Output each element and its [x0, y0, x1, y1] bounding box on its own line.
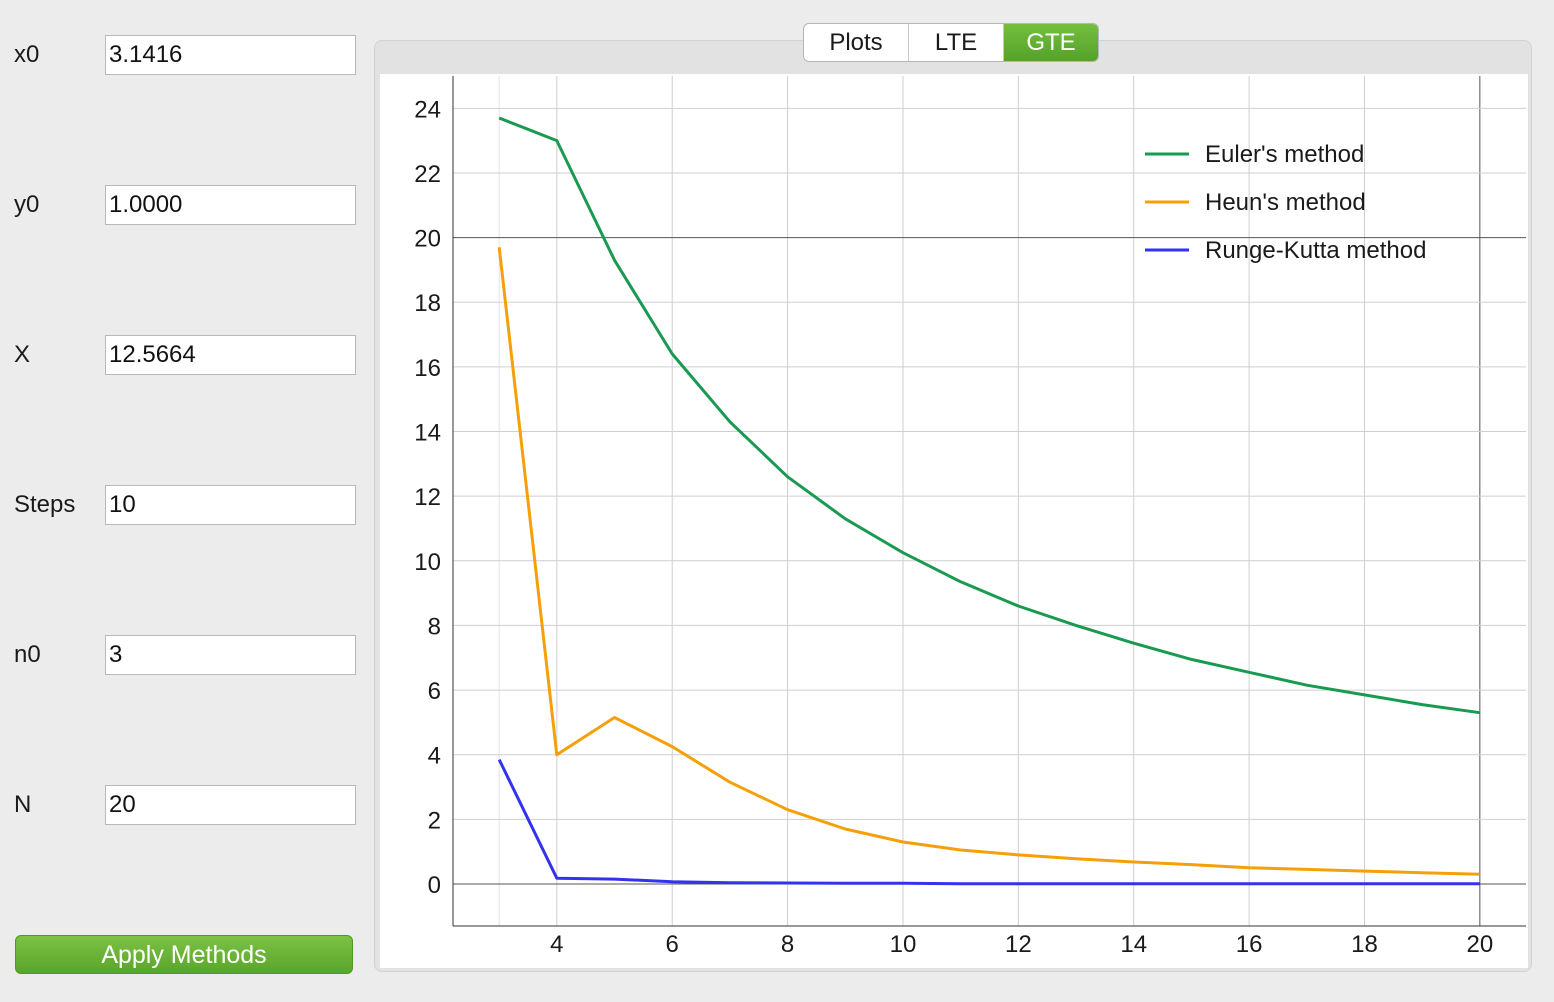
x0-label: x0: [14, 41, 40, 68]
y0-field[interactable]: [105, 185, 356, 225]
chart-area: 4 6 8 10 12 14 16 18 20 0 2 4 6 8 10 12 14 16 18 20 22 24 Eule…: [380, 74, 1528, 968]
legend-label: Runge-Kutta method: [1205, 237, 1426, 264]
y-tick-label: 22: [414, 161, 441, 188]
legend-label: Euler's method: [1205, 141, 1364, 168]
series-line-3: [497, 758, 1480, 886]
series-line-2: [497, 247, 1480, 876]
x-tick-label: 8: [781, 931, 794, 958]
x-tick-label: 20: [1466, 931, 1493, 958]
y-tick-label: 8: [428, 613, 441, 640]
y-tick-label: 4: [428, 743, 441, 770]
y-tick-label: 12: [414, 484, 441, 511]
x-tick-label: 4: [550, 931, 563, 958]
gte-chart: 4 6 8 10 12 14 16 18 20024681012141618202224Eule…: [414, 76, 1526, 958]
x-tick-label: 16: [1236, 931, 1263, 958]
n-field[interactable]: [105, 785, 356, 825]
y-tick-label: 24: [414, 96, 441, 123]
n-row: N: [14, 785, 356, 825]
n0-label: n0: [14, 641, 41, 668]
view-tabs: Plots LTE GTE: [803, 23, 1099, 62]
y0-row: y0: [14, 185, 356, 225]
x-end-field[interactable]: [105, 335, 356, 375]
tab-gte[interactable]: GTE: [1004, 24, 1098, 61]
x0-row: x0: [14, 35, 356, 75]
n0-field[interactable]: [105, 635, 356, 675]
n0-row: n0: [14, 635, 356, 675]
x-end-row: X: [14, 335, 356, 375]
y-tick-label: 2: [428, 807, 441, 834]
y-tick-label: 0: [428, 872, 441, 899]
y0-label: y0: [14, 191, 40, 218]
x-tick-label: 10: [890, 931, 917, 958]
tab-lte[interactable]: LTE: [909, 24, 1004, 61]
tab-plots[interactable]: Plots: [804, 24, 909, 61]
y-tick-label: 14: [414, 420, 441, 447]
x-tick-label: 18: [1351, 931, 1378, 958]
n-label: N: [14, 791, 32, 818]
x-end-label: X: [14, 341, 31, 368]
steps-label: Steps: [14, 491, 76, 518]
apply-methods-button[interactable]: Apply Methods: [15, 935, 353, 974]
x-tick-label: 12: [1005, 931, 1032, 958]
y-tick-label: 18: [414, 290, 441, 317]
parameters-sidebar: x0 y0 X Steps n0 N Apply Methods: [0, 0, 370, 1002]
y-tick-label: 20: [414, 226, 441, 253]
steps-field[interactable]: [105, 485, 356, 525]
y-tick-label: 16: [414, 355, 441, 382]
x0-field[interactable]: [105, 35, 356, 75]
steps-row: Steps: [14, 485, 356, 525]
y-tick-label: 6: [428, 678, 441, 705]
x-tick-label: 14: [1120, 931, 1147, 958]
legend-label: Heun's method: [1205, 189, 1366, 216]
series-line-1: [498, 116, 1481, 715]
y-tick-label: 10: [414, 549, 441, 576]
x-tick-label: 6: [666, 931, 679, 958]
